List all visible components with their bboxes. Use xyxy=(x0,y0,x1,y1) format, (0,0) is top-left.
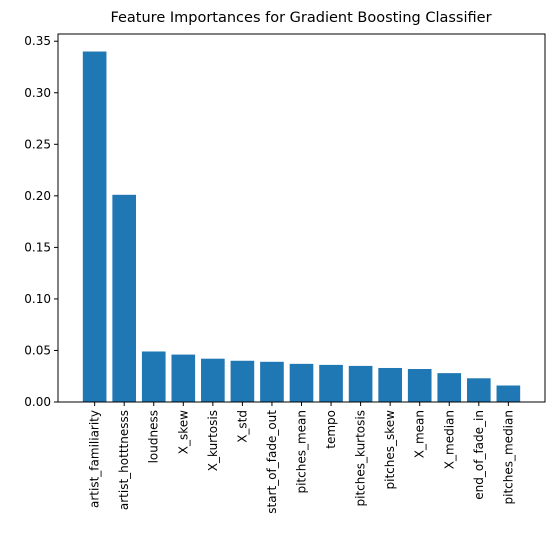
x-tick-label: end_of_fade_in xyxy=(472,410,486,500)
x-tick-label: artist_hotttnesss xyxy=(117,410,131,510)
plot-frame xyxy=(57,33,546,403)
bar-artist-familiarity xyxy=(82,51,107,403)
x-tick-label: tempo xyxy=(324,410,338,449)
bar-x-std xyxy=(230,360,255,402)
bars xyxy=(82,51,521,403)
x-tick-label: loudness xyxy=(147,410,161,463)
y-tick-label: 0.10 xyxy=(24,292,51,306)
x-tick-label: X_median xyxy=(442,410,456,469)
y-axis: 0.00 0.05 0.10 0.15 0.20 0.25 0.30 0.35 xyxy=(24,34,58,409)
bar-pitches-median xyxy=(496,385,521,402)
y-tick-label: 0.00 xyxy=(24,395,51,409)
bar-pitches-kurtosis xyxy=(348,365,373,402)
x-tick-label: artist_familiarity xyxy=(88,410,102,508)
bar-end-of-fade-in xyxy=(466,378,491,402)
x-tick-label: pitches_kurtosis xyxy=(354,410,368,507)
bar-x-skew xyxy=(171,354,196,402)
y-tick-label: 0.30 xyxy=(24,86,51,100)
y-tick-label: 0.05 xyxy=(24,343,51,357)
x-tick-label: pitches_skew xyxy=(383,410,397,490)
bar-x-kurtosis xyxy=(201,358,225,402)
bar-loudness xyxy=(141,351,166,402)
bar-x-mean xyxy=(407,369,432,402)
bar-start-of-fade-out xyxy=(260,361,284,402)
x-axis: artist_familiarity artist_hotttnesss loudn… xyxy=(88,402,515,514)
x-tick-label: X_std xyxy=(235,410,249,443)
bar-tempo xyxy=(319,364,343,402)
x-tick-label: X_mean xyxy=(413,410,427,458)
y-tick-label: 0.20 xyxy=(24,189,51,203)
y-tick-label: 0.15 xyxy=(24,240,51,254)
y-tick-label: 0.25 xyxy=(24,137,51,151)
x-tick-label: pitches_median xyxy=(501,410,515,504)
bar-artist-hotttnesss xyxy=(112,194,137,402)
bar-x-median xyxy=(437,373,462,402)
x-tick-label: X_kurtosis xyxy=(206,410,220,471)
y-tick-label: 0.35 xyxy=(24,34,51,48)
bar-pitches-mean xyxy=(289,363,314,402)
x-tick-label: start_of_fade_out xyxy=(265,410,279,514)
bar-pitches-skew xyxy=(378,367,402,402)
x-tick-label: pitches_mean xyxy=(295,410,309,494)
x-tick-label: X_skew xyxy=(176,410,190,454)
chart-title: Feature Importances for Gradient Boostin… xyxy=(110,10,491,26)
